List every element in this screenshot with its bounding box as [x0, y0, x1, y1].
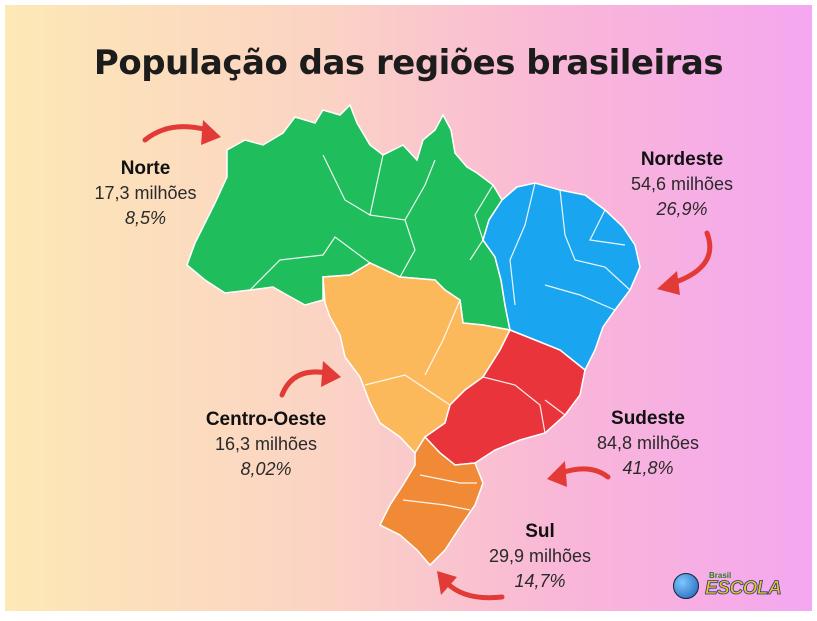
arrow-centro-oeste	[279, 361, 341, 398]
region-population: 17,3 milhões	[94, 183, 197, 203]
label-nordeste: Nordeste 54,6 milhões 26,9%	[617, 148, 747, 222]
region-name: Nordeste	[640, 149, 724, 170]
sul-shape	[378, 435, 484, 567]
nordeste-shape	[482, 182, 641, 372]
label-sudeste: Sudeste 84,8 milhões 41,8%	[583, 407, 713, 481]
logo-big-text: ESCOLA	[705, 578, 782, 600]
region-name: Sul	[525, 521, 555, 542]
arrow-norte	[142, 120, 221, 145]
arrow-sudeste	[547, 461, 611, 487]
label-norte: Norte 17,3 milhões 8,5%	[83, 157, 208, 231]
arrow-sul	[437, 571, 505, 601]
infographic: População das regiões brasileiras	[5, 5, 812, 611]
region-population: 29,9 milhões	[488, 546, 592, 566]
logo-small-text: Brasil	[709, 571, 732, 580]
state-borders	[249, 154, 631, 511]
globe-icon	[673, 573, 699, 599]
region-population: 16,3 milhões	[214, 434, 318, 454]
region-percent: 8,5%	[124, 208, 167, 228]
region-percent: 26,9%	[656, 199, 708, 219]
brazil-map	[186, 103, 641, 567]
region-name: Centro-Oeste	[205, 409, 327, 430]
arrow-nordeste	[657, 230, 713, 295]
label-centro-oeste: Centro-Oeste 16,3 milhões 8,02%	[191, 408, 341, 482]
page-title: População das regiões brasileiras	[93, 43, 724, 83]
region-percent: 8,02%	[240, 459, 292, 479]
region-population: 84,8 milhões	[596, 433, 700, 453]
region-sul	[378, 435, 484, 567]
region-percent: 14,7%	[514, 571, 566, 591]
region-name: Norte	[120, 158, 171, 179]
label-sul: Sul 29,9 milhões 14,7%	[475, 520, 605, 594]
region-name: Sudeste	[611, 408, 685, 429]
region-nordeste	[482, 182, 641, 372]
region-population: 54,6 milhões	[630, 174, 734, 194]
brasil-escola-logo: Brasil ESCOLA	[673, 571, 793, 601]
arrows	[142, 120, 713, 601]
region-percent: 41,8%	[622, 458, 674, 478]
